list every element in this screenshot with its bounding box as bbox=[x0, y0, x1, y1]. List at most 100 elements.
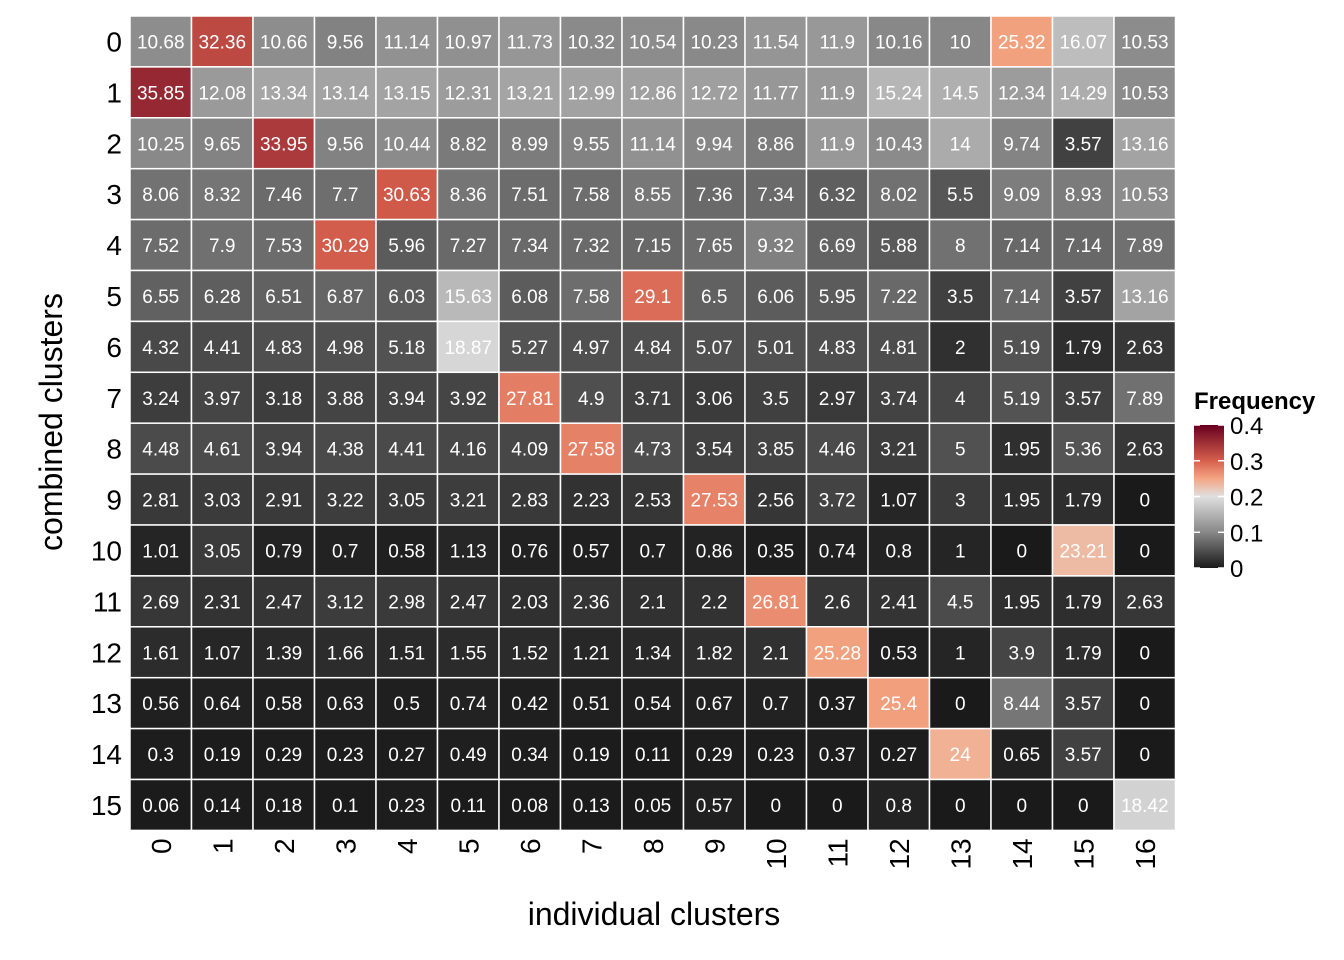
cell-value-label: 2.69 bbox=[142, 592, 179, 613]
heatmap-cell bbox=[867, 117, 931, 170]
heatmap-cell bbox=[621, 422, 685, 475]
cell-value-label: 0.65 bbox=[1003, 745, 1040, 766]
cell-value-label: 0 bbox=[1139, 745, 1150, 766]
cell-value-label: 4.16 bbox=[450, 440, 487, 461]
cell-value-label: 0.74 bbox=[450, 694, 487, 715]
heatmap-cell bbox=[1113, 269, 1177, 323]
cell-value-label: 1.61 bbox=[142, 643, 179, 664]
cell-value-label: 0.11 bbox=[635, 745, 671, 766]
heatmap-cell bbox=[498, 473, 562, 526]
heatmap-cell bbox=[252, 778, 316, 832]
cell-value-label: 3.06 bbox=[696, 389, 733, 410]
cell-value-label: 0.29 bbox=[696, 745, 733, 766]
cell-value-label: 0.27 bbox=[880, 745, 917, 766]
legend-tick-label: 0 bbox=[1230, 556, 1243, 583]
cell-value-label: 8.02 bbox=[880, 185, 917, 206]
cell-value-label: 15.63 bbox=[444, 287, 492, 308]
cell-value-label: 3.05 bbox=[204, 541, 241, 562]
y-tick-label: 10 bbox=[91, 535, 122, 566]
cell-value-label: 11.9 bbox=[819, 134, 855, 155]
y-tick-label: 2 bbox=[106, 128, 122, 159]
heatmap-cell bbox=[313, 473, 377, 526]
cell-value-label: 8.36 bbox=[450, 185, 487, 206]
cell-value-label: 4.81 bbox=[880, 338, 917, 359]
heatmap-cell bbox=[682, 15, 746, 68]
cell-value-label: 3.72 bbox=[819, 491, 856, 512]
heatmap-cell bbox=[1113, 117, 1177, 170]
cell-value-label: 8.06 bbox=[142, 185, 179, 206]
x-tick-label: 13 bbox=[945, 838, 976, 869]
cell-value-label: 3.97 bbox=[204, 389, 241, 410]
heatmap-cell bbox=[928, 117, 992, 170]
cell-value-label: 7.58 bbox=[573, 287, 610, 308]
cell-value-label: 9.56 bbox=[327, 32, 364, 53]
cell-value-label: 15.24 bbox=[875, 83, 923, 104]
heatmap-cell bbox=[621, 727, 685, 781]
heatmap-cell bbox=[1113, 676, 1177, 730]
cell-value-label: 5.27 bbox=[511, 338, 548, 359]
x-tick-labels: 0 1 2 3 4 5 6 7 8 9 10 11 12 13 14 15 16 bbox=[146, 838, 1161, 869]
heatmap-cell bbox=[867, 676, 931, 730]
cell-value-label: 7.22 bbox=[880, 287, 917, 308]
heatmap-cell bbox=[1113, 626, 1177, 679]
cell-value-label: 4.41 bbox=[204, 338, 241, 359]
heatmap-cell bbox=[559, 371, 623, 424]
cell-value-label: 3.94 bbox=[265, 440, 302, 461]
heatmap-cell bbox=[1113, 371, 1177, 424]
cell-value-label: 3.94 bbox=[388, 389, 425, 410]
heatmap-cell bbox=[1113, 778, 1177, 832]
cell-value-label: 5.5 bbox=[947, 185, 973, 206]
cell-value-label: 11.14 bbox=[630, 134, 677, 155]
heatmap-cell bbox=[375, 371, 439, 424]
cell-value-label: 4.48 bbox=[142, 440, 179, 461]
cell-value-label: 1.95 bbox=[1003, 491, 1040, 512]
cell-value-label: 27.53 bbox=[690, 491, 738, 512]
cell-value-label: 6.06 bbox=[757, 287, 794, 308]
heatmap-cell bbox=[1113, 167, 1177, 221]
cell-value-label: 18.42 bbox=[1121, 796, 1169, 817]
cell-value-label: 8 bbox=[955, 236, 966, 257]
legend: Frequency 0 0.1 0.2 0.3 0.4 bbox=[1194, 388, 1316, 583]
heatmap-cell bbox=[190, 167, 254, 221]
cell-value-label: 8.32 bbox=[204, 185, 241, 206]
cell-value-label: 0 bbox=[1139, 643, 1150, 664]
heatmap-cell bbox=[867, 727, 931, 781]
cell-value-label: 3.57 bbox=[1065, 694, 1102, 715]
cell-value-label: 7.32 bbox=[573, 236, 610, 257]
heatmap-cell bbox=[621, 778, 685, 832]
cell-value-label: 4.32 bbox=[142, 338, 179, 359]
cell-value-label: 11.73 bbox=[507, 32, 553, 53]
cell-value-label: 0 bbox=[1139, 541, 1150, 562]
cell-value-label: 0.18 bbox=[265, 796, 302, 817]
cell-value-label: 2.63 bbox=[1126, 440, 1163, 461]
cell-value-label: 0.37 bbox=[819, 745, 856, 766]
heatmap-cell bbox=[867, 422, 931, 475]
y-tick-label: 11 bbox=[93, 586, 122, 617]
cell-value-label: 6.28 bbox=[204, 287, 241, 308]
cell-value-label: 6.87 bbox=[327, 287, 364, 308]
cell-value-label: 4 bbox=[955, 389, 966, 410]
heatmap-cell bbox=[1051, 117, 1115, 170]
heatmap-cell bbox=[129, 218, 193, 272]
heatmap-cell bbox=[805, 727, 869, 781]
cell-value-label: 33.95 bbox=[260, 134, 308, 155]
heatmap-cell bbox=[129, 371, 193, 424]
heatmap-cell bbox=[252, 320, 316, 374]
heatmap-cell bbox=[559, 218, 623, 272]
legend-tick-label: 0.4 bbox=[1230, 413, 1263, 440]
cell-value-label: 7.34 bbox=[511, 236, 548, 257]
heatmap-cell bbox=[436, 422, 500, 475]
heatmap-cell bbox=[928, 422, 992, 475]
cell-value-label: 1.34 bbox=[634, 643, 671, 664]
heatmap-cell bbox=[190, 575, 254, 628]
cell-value-label: 7.89 bbox=[1126, 236, 1163, 257]
cell-value-label: 1 bbox=[955, 541, 966, 562]
cell-value-label: 7.14 bbox=[1003, 236, 1040, 257]
cell-value-label: 3.24 bbox=[142, 389, 179, 410]
heatmap-cell bbox=[1113, 575, 1177, 628]
cell-value-label: 7.34 bbox=[757, 185, 794, 206]
cell-value-label: 0.08 bbox=[511, 796, 548, 817]
heatmap-cell bbox=[744, 117, 808, 170]
heatmap-cell bbox=[867, 371, 931, 424]
